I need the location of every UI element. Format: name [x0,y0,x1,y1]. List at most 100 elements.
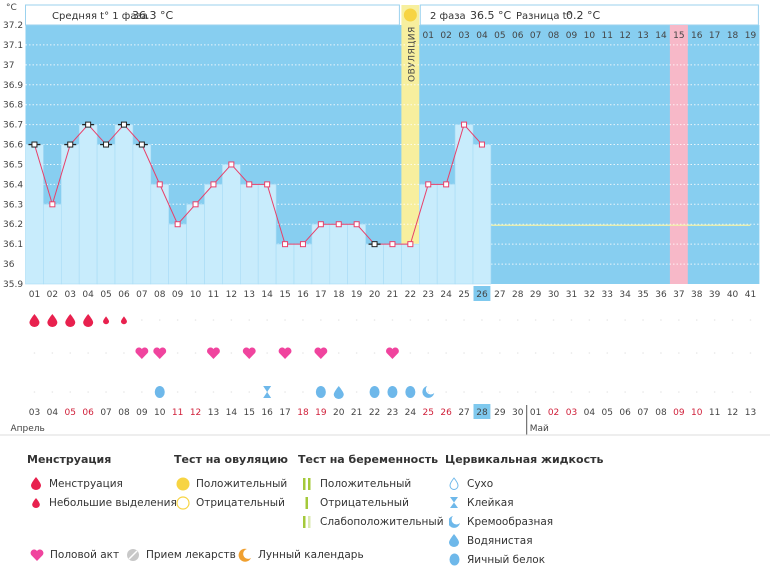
legend-label: Положительный [196,477,288,490]
date-label: 08 [655,408,667,418]
temperature-point [335,221,342,228]
row-dot [534,319,537,321]
temperature-point [317,221,324,228]
cycle-day-label: 10 [190,290,202,300]
cycle-day-label: 36 [655,290,667,300]
date-label: 28 [476,408,488,418]
cycle-day-label: 32 [584,290,595,300]
legend-label: Прием лекарств [146,548,236,561]
legend-title: Менструация [27,453,112,466]
temperature-bar [293,243,313,285]
y-tick-label: 36.2 [3,220,23,230]
cycle-day-label: 21 [387,290,398,300]
row-dot [141,319,143,321]
y-tick-label: 35.9 [3,280,23,290]
ovulation-column [401,5,420,284]
temperature-point [461,121,468,128]
cycle2-day-label: 10 [584,31,596,41]
legend-pregnancy-test: Тест на беременность Положительный Отриц… [298,453,444,531]
temperature-point [389,241,396,248]
temperature-bar [365,243,384,285]
sticky-icon [263,386,272,398]
temperature-point [31,141,38,148]
temperature-point [174,221,181,228]
legend-item: Отрицательный [298,493,444,512]
date-label: 24 [405,408,417,418]
temperature-bar [436,184,456,285]
y-tick-label: 36.5 [3,160,23,170]
date-label: 11 [172,408,183,418]
temperature-bar [347,223,366,285]
temperature-bar [257,184,277,285]
row-dot [660,319,662,321]
row-dot [606,319,609,321]
date-label: 15 [244,408,255,418]
temperature-point [264,181,271,188]
legend-title: Тест на овуляцию [174,453,288,466]
cycle-day-label: 12 [226,290,237,300]
date-label: 25 [423,408,434,418]
cycle-day-label: 16 [297,290,309,300]
row-dot [463,391,465,393]
cycle2-day-label: 04 [476,31,488,41]
row-dot [302,319,304,321]
row-dot [337,319,340,321]
phase2-label: 2 фаза [430,11,466,22]
temperature-bar [222,164,241,285]
row-dot [355,352,358,354]
phase2-box [419,4,759,26]
legend-bottom-row: Половой акт Прием лекарств Лунный календ… [0,547,770,562]
date-label: 04 [47,408,59,418]
blood-drop-icon [47,314,58,327]
temperature-point [103,141,110,148]
temperature-point [443,181,450,188]
row-dot [391,319,394,321]
temperature-point [210,181,217,188]
row-dot [713,352,716,354]
date-label: 20 [333,408,345,418]
row-dot [158,319,161,321]
cycle2-day-label: 18 [727,31,739,41]
row-dot [660,352,662,354]
y-tick-label: 37.1 [3,41,23,51]
row-dot [624,319,626,321]
row-dot [355,319,358,321]
row-dot [499,319,501,321]
blood-drop-icon [103,316,110,325]
legend-label: Сухо [467,477,494,490]
legend-item: Небольшие выделения [27,493,177,512]
egg-white-icon [315,386,326,398]
blood-drop-icon [27,476,45,492]
row-dot [516,391,519,393]
cycle2-day-label: 12 [619,31,630,41]
date-label: 21 [351,408,362,418]
cycle2-day-label: 11 [602,31,613,41]
cycle-day-label: 02 [47,290,58,300]
month-label: Май [530,424,549,434]
phase2-value: 36.5 °C [470,9,511,22]
legend-item: Клейкая [445,493,603,512]
single-stripe-icon [298,495,316,511]
row-dot [373,352,376,354]
temperature-bars [25,124,492,285]
row-dot [642,391,644,393]
date-label: 07 [100,408,111,418]
legend-item: Слабоположительный [298,512,444,531]
row-dot [588,391,591,393]
x-axis-days: 01 02 03 04 05 06 07 08 09 10 11 12 13 14 15 16 17 18 19 20… [29,286,756,301]
row-dot [481,391,483,393]
date-label: 26 [440,408,452,418]
row-dot [570,319,573,321]
y-tick-label: 36.7 [3,121,23,131]
row-dot [176,391,179,393]
blood-drop-icon [29,314,40,327]
blood-drop-icon [120,316,127,325]
heart-icon [153,347,167,359]
row-dot [552,319,555,321]
temperature-point [228,161,235,168]
row-dot [230,319,233,321]
row-dot [731,391,734,393]
legend-label: Половой акт [50,548,120,561]
temperature-bar [204,184,223,285]
